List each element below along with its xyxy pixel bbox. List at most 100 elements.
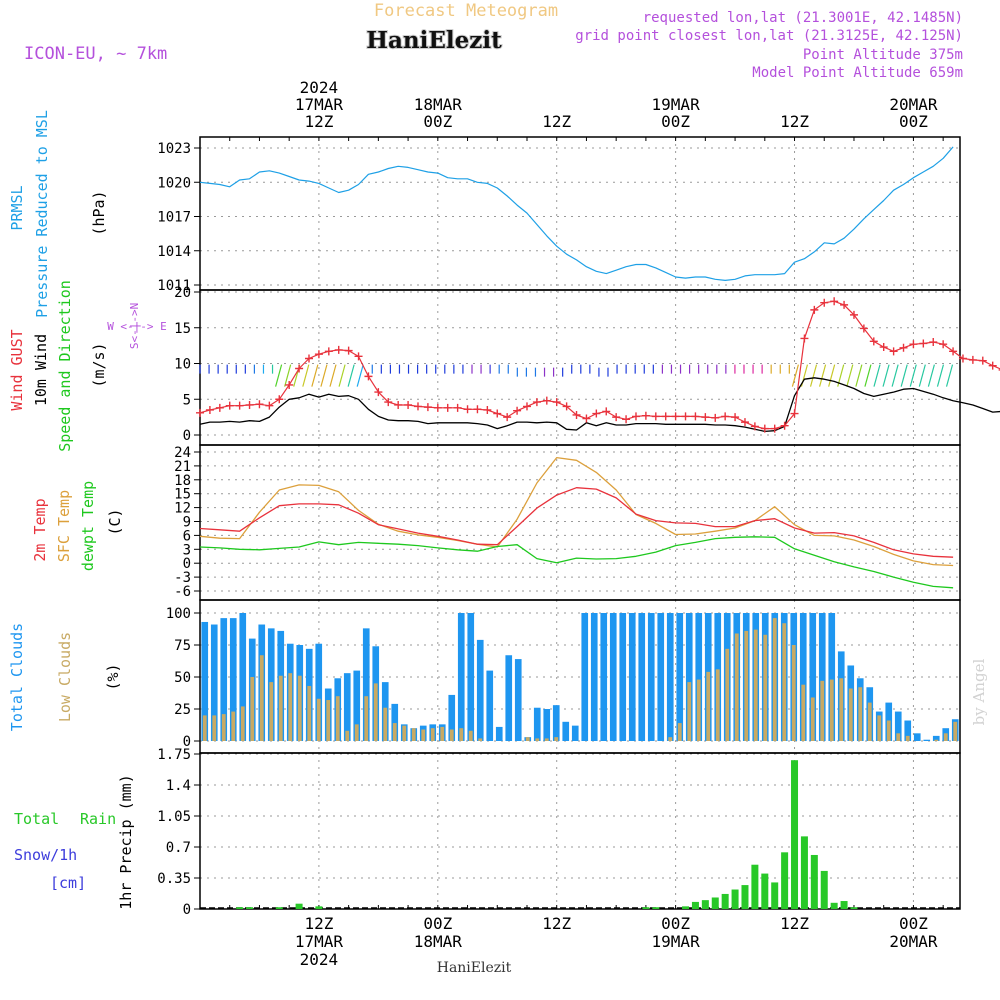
top-time-label: 20MAR [889, 95, 938, 114]
wind-direction-arrow [864, 364, 872, 387]
gust-marker [691, 412, 700, 421]
dewpt-label: dewpt Temp [79, 481, 97, 571]
gust-marker [275, 395, 284, 404]
gust-marker [909, 340, 918, 349]
gust-marker [572, 410, 581, 419]
low-clouds-label: Low Clouds [56, 632, 74, 722]
total-cloud-bar [818, 613, 826, 741]
bottom-time-label: 12Z [304, 914, 333, 933]
gust-marker [285, 380, 294, 389]
low-cloud-bar [478, 738, 483, 741]
total-cloud-bar [894, 711, 902, 741]
ytick-label: 1017 [157, 210, 191, 226]
wind-direction-arrow [855, 364, 863, 387]
chart-title: Forecast Meteogram [374, 1, 558, 21]
ytick-label: 0 [183, 428, 191, 444]
gust-marker [354, 352, 363, 361]
sfc-temp-line [199, 456, 954, 567]
total-cloud-bar [448, 694, 456, 741]
low-cloud-bar [212, 715, 217, 741]
footer-location: HaniElezit [437, 960, 512, 976]
total-cloud-bar [666, 613, 674, 741]
wind-direction-arrow [918, 364, 926, 387]
wind-direction-arrow [927, 364, 935, 387]
wind-direction-arrow [900, 364, 908, 387]
gust-marker [671, 412, 680, 421]
clouds-panel [201, 613, 959, 741]
wind10-line [199, 377, 1000, 433]
precip-bar [731, 889, 739, 909]
precip-axis-label: 1hr Precip (mm) [117, 774, 135, 909]
low-cloud-bar [430, 728, 435, 741]
bottom-time-label: 00Z [661, 914, 690, 933]
total-cloud-bar [533, 707, 541, 741]
wind-labels: Wind GUST 10m Wind Speed and Direction (… [8, 280, 167, 452]
gust-marker [443, 403, 452, 412]
total-cloud-bar [543, 709, 551, 741]
low-cloud-bar [877, 715, 882, 741]
precipitation-frame [199, 752, 961, 910]
low-cloud-bar [896, 733, 901, 741]
pressure-frame [199, 136, 961, 291]
low-cloud-bar [278, 675, 283, 741]
gust-marker [255, 400, 264, 409]
total-cloud-bar [581, 613, 589, 741]
precip-bar [682, 906, 690, 909]
gust-marker [849, 310, 858, 319]
bottom-time-label: 00Z [899, 914, 928, 933]
pressure-labels: PRMSL Pressure Reduced to MSL (hPa) [8, 110, 108, 318]
cloud-labels: Total Clouds Low Clouds (%) [8, 623, 122, 731]
location-name: HaniElezit [366, 27, 502, 54]
gust-marker [879, 343, 888, 352]
total-cloud-bar [676, 613, 684, 741]
point-altitude: Point Altitude 375m [803, 47, 963, 63]
ytick-label: 1.4 [166, 778, 191, 794]
low-cloud-bar [677, 723, 682, 741]
low-cloud-bar [943, 733, 948, 741]
low-cloud-bar [392, 723, 397, 741]
low-cloud-bar [734, 633, 739, 741]
compass-ns-label: S<-|->N [128, 303, 141, 349]
low-cloud-bar [810, 697, 815, 741]
bottom-time-label: 19MAR [652, 932, 701, 951]
gust-marker [374, 388, 383, 397]
gust-marker [503, 413, 512, 422]
precip-bar [721, 893, 729, 909]
ytick-label: 9 [183, 515, 191, 531]
top-time-label: 17MAR [295, 95, 344, 114]
ytick-label: 1.75 [157, 747, 191, 763]
wind-direction-arrow [311, 364, 319, 387]
low-cloud-bar [316, 698, 321, 741]
precip-bar [771, 882, 779, 909]
ytick-label: 21 [174, 459, 191, 475]
total-cloud-bar [904, 720, 912, 741]
gust-marker [988, 361, 997, 370]
precip-bar [781, 852, 789, 909]
ytick-label: 1023 [157, 141, 191, 157]
wind-dir-label: Speed and Direction [56, 280, 74, 452]
precip-bar [711, 897, 719, 909]
low-cloud-bar [364, 696, 369, 741]
low-cloud-bar [554, 737, 559, 741]
precip-bar [275, 907, 283, 909]
ytick-label: 0.35 [157, 871, 191, 887]
low-cloud-bar [744, 630, 749, 741]
gust-marker [235, 401, 244, 410]
low-cloud-bar [459, 728, 464, 741]
ytick-label: 75 [174, 638, 191, 654]
gust-marker [542, 396, 551, 405]
dewpt-line [199, 536, 954, 589]
total-cloud-bar [315, 643, 323, 741]
precip-bar [850, 907, 858, 909]
panel-frames [199, 136, 961, 910]
wind10-label: 10m Wind [32, 334, 50, 406]
low-cloud-bar [468, 730, 473, 741]
top-time-label: 18MAR [414, 95, 463, 114]
precip-bar [830, 902, 838, 909]
requested-coords: requested lon,lat (21.3001E, 42.1485N) [643, 10, 963, 26]
bottom-time-label: 00Z [423, 914, 452, 933]
low-cloud-bar [335, 696, 340, 741]
gust-marker [483, 405, 492, 414]
